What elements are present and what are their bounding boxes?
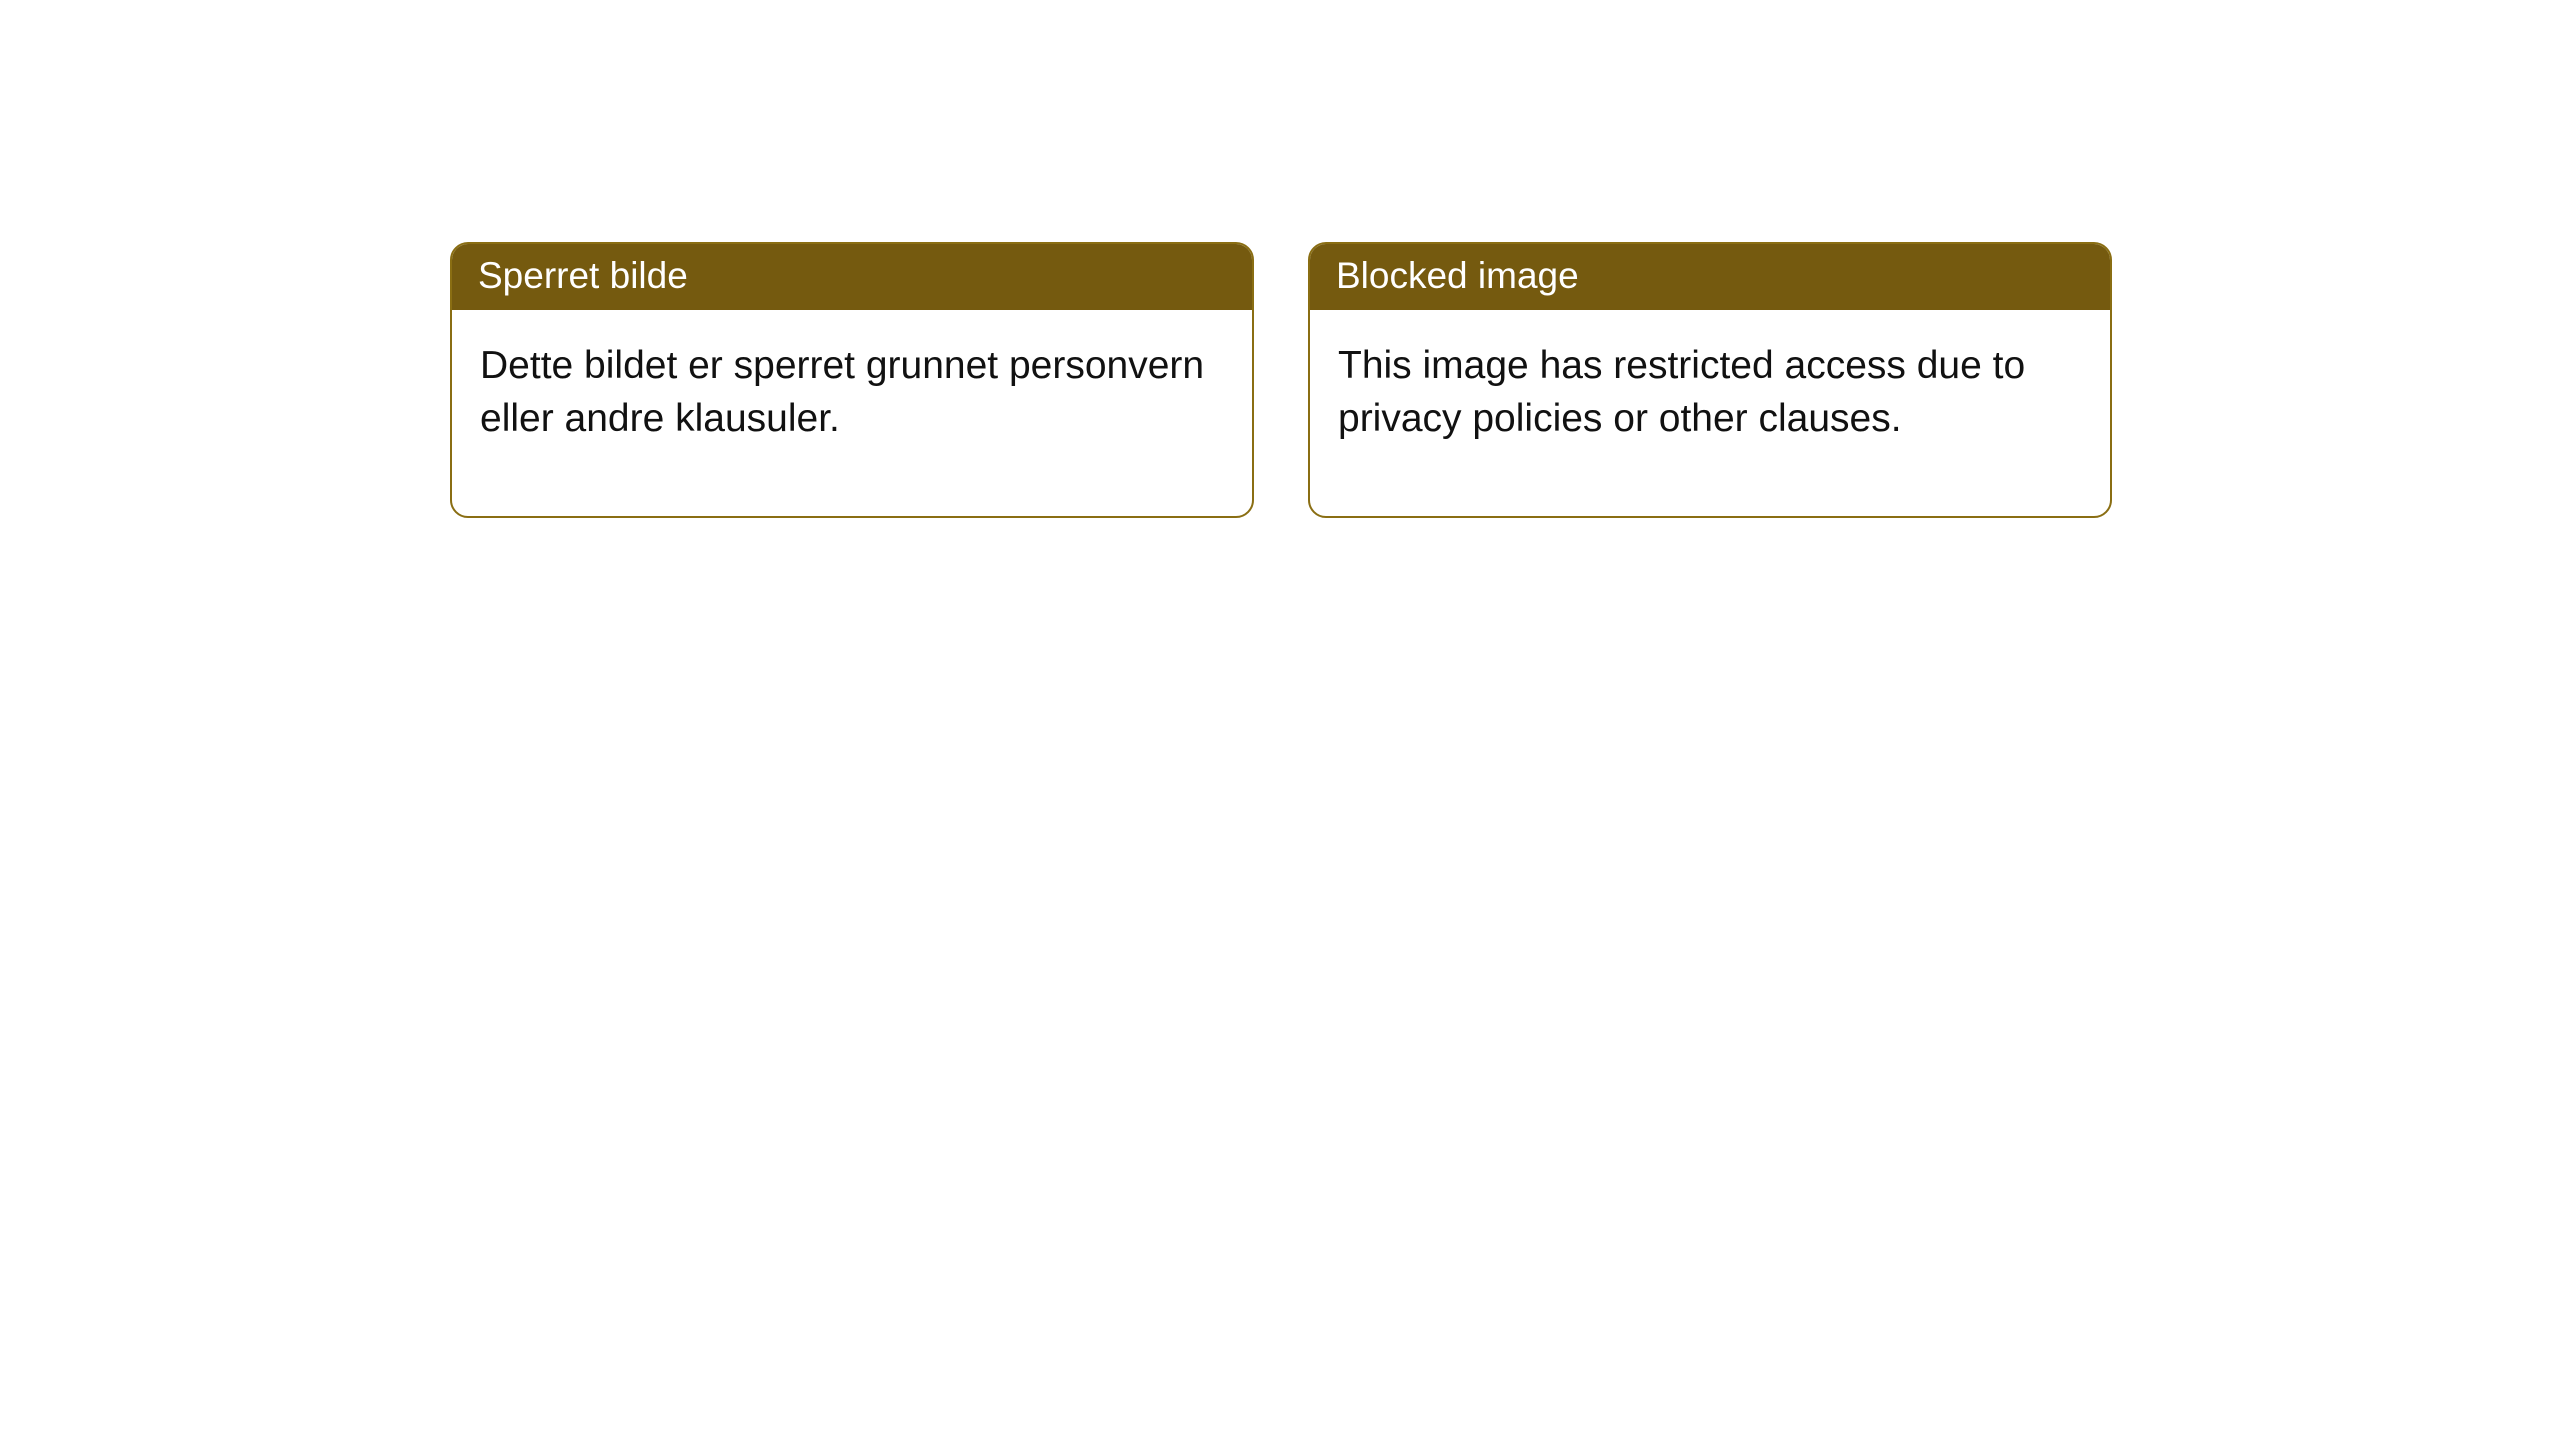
notice-card-row: Sperret bilde Dette bildet er sperret gr… xyxy=(450,242,2112,518)
notice-card-title: Blocked image xyxy=(1310,244,2110,310)
notice-card-body: This image has restricted access due to … xyxy=(1310,310,2110,515)
notice-card-body: Dette bildet er sperret grunnet personve… xyxy=(452,310,1252,515)
notice-card-norwegian: Sperret bilde Dette bildet er sperret gr… xyxy=(450,242,1254,518)
notice-card-title: Sperret bilde xyxy=(452,244,1252,310)
notice-card-english: Blocked image This image has restricted … xyxy=(1308,242,2112,518)
